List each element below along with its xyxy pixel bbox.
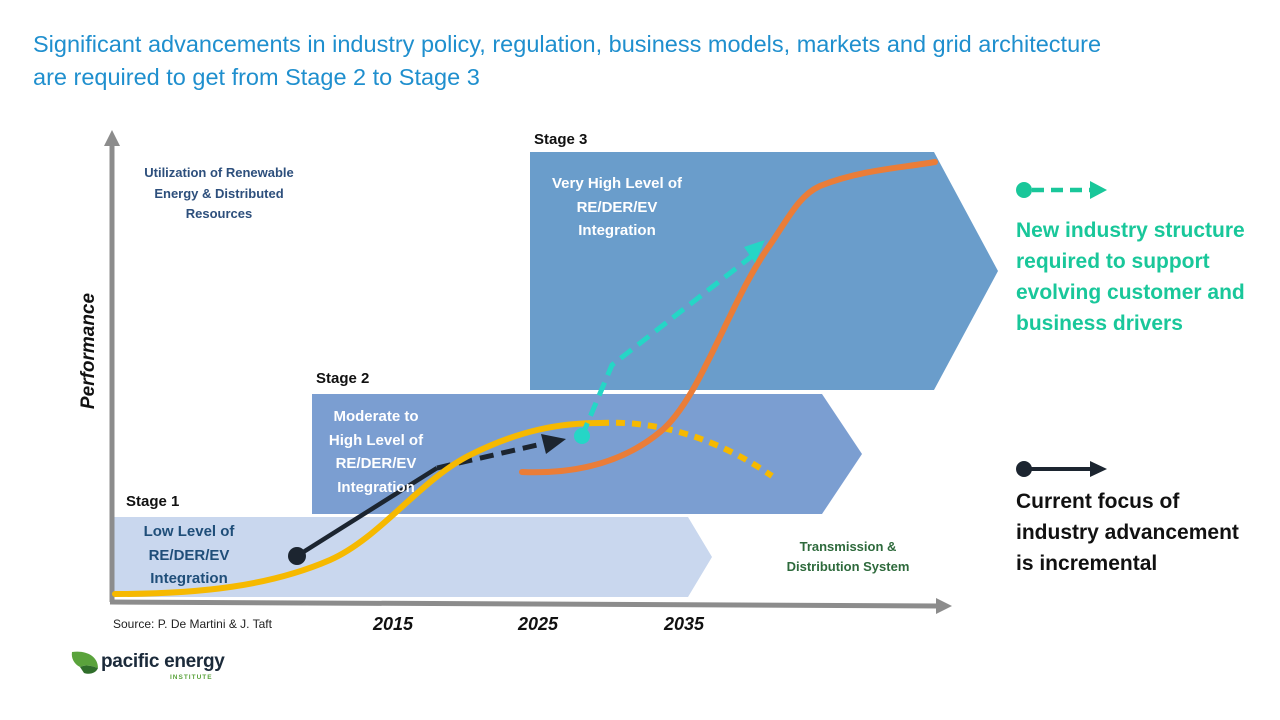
x-tick-2015: 2015 [373, 614, 414, 634]
slide-title: Significant advancements in industry pol… [33, 28, 1233, 94]
legend-current-focus-text: Current focus of industry advancement is… [1016, 490, 1239, 575]
yellow-curve [112, 420, 603, 597]
orange-curve [519, 159, 938, 476]
stage2-title: Stage 2 [316, 370, 370, 387]
y-axis-arrowhead [104, 130, 120, 146]
logo-leaf-icon [71, 651, 98, 668]
legend-new-structure-text: New industry structure required to suppo… [1016, 219, 1245, 335]
new-structure-dashed-line [579, 254, 754, 437]
new-structure-start-dot [574, 428, 590, 444]
stage1-description: Low Level of RE/DER/EV Integration [143, 523, 235, 587]
current-focus-arrowhead [541, 434, 566, 454]
legend-cyan-arrowhead [1090, 181, 1107, 199]
stage2-chevron [312, 394, 862, 514]
x-tick-2025: 2025 [518, 614, 559, 634]
x-axis [109, 599, 939, 609]
logo-subtitle: INSTITUTE [170, 674, 213, 681]
stage3-chevron [530, 152, 998, 390]
legend-black-arrowhead [1090, 461, 1107, 477]
title-line-2: are required to get from Stage 2 to Stag… [33, 64, 480, 90]
x-axis-caption: Transmission & Distribution System [786, 539, 910, 574]
stage1-chevron [113, 517, 712, 597]
legend-black-dot [1016, 461, 1032, 477]
yellow-curve-dotted [599, 419, 774, 479]
stage3-title: Stage 3 [534, 131, 588, 148]
stage3-description: Very High Level of RE/DER/EV Integration [551, 175, 683, 239]
legend-cyan-dot [1016, 182, 1032, 198]
logo-name: pacific energy [101, 651, 225, 672]
y-axis-caption: Utilization of Renewable Energy & Distri… [144, 165, 294, 221]
source-citation: Source: P. De Martini & J. Taft [113, 617, 272, 631]
x-axis-arrowhead [936, 598, 952, 614]
new-structure-arrowhead [744, 240, 765, 263]
title-line-1: Significant advancements in industry pol… [33, 31, 1102, 57]
stage2-description: Moderate to High Level of RE/DER/EV Inte… [328, 408, 424, 496]
current-focus-dashed-line [436, 440, 547, 471]
current-focus-solid-line [295, 466, 439, 558]
current-focus-start-dot [288, 547, 306, 565]
stage1-title: Stage 1 [126, 493, 180, 510]
x-tick-2035: 2035 [664, 614, 705, 634]
logo-leaf-icon-shadow [80, 665, 98, 674]
